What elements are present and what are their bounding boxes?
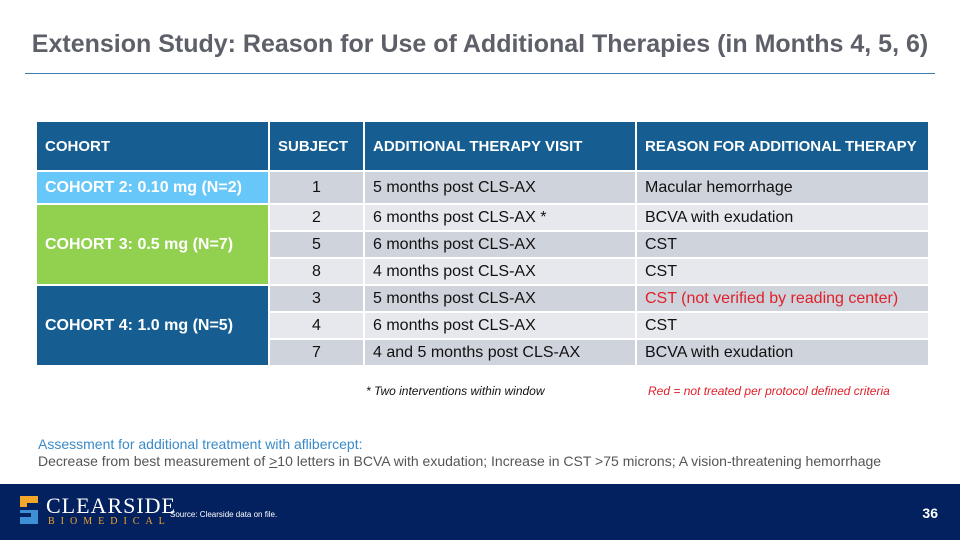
cohort-cell: COHORT 3: 0.5 mg (N=7) — [35, 203, 270, 286]
header-cohort: COHORT — [35, 120, 270, 172]
logo-sub: BIOMEDICAL — [48, 516, 171, 527]
header-subject: SUBJECT — [268, 120, 365, 172]
table-row: 5 6 months post CLS-AX CST — [36, 230, 930, 259]
reason-cell: CST — [635, 230, 930, 259]
visit-cell: 6 months post CLS-AX — [363, 311, 637, 340]
criteria-post: 10 letters in BCVA with exudation; Incre… — [277, 453, 882, 469]
assessment-text: Assessment for additional treatment with… — [38, 436, 881, 470]
logo-name: CLEARSIDE — [46, 493, 176, 518]
header-visit: ADDITIONAL THERAPY VISIT — [363, 120, 637, 172]
criteria-pre: Decrease from best measurement of — [38, 453, 270, 469]
therapy-table: COHORT SUBJECT ADDITIONAL THERAPY VISIT … — [35, 120, 930, 367]
visit-cell: 6 months post CLS-AX — [363, 230, 637, 259]
visit-cell: 4 and 5 months post CLS-AX — [363, 338, 637, 367]
cohort-cell: COHORT 4: 1.0 mg (N=5) — [35, 284, 270, 367]
visit-cell: 5 months post CLS-AX — [363, 170, 637, 205]
reason-cell: CST — [635, 257, 930, 286]
subject-cell: 4 — [268, 311, 365, 340]
footnote-red: Red = not treated per protocol defined c… — [648, 384, 890, 398]
visit-cell: 4 months post CLS-AX — [363, 257, 637, 286]
subject-cell: 7 — [268, 338, 365, 367]
visit-cell: 6 months post CLS-AX * — [363, 203, 637, 232]
reason-cell: BCVA with exudation — [635, 203, 930, 232]
header-reason: REASON FOR ADDITIONAL THERAPY — [635, 120, 930, 172]
table-row: COHORT 2: 0.10 mg (N=2) 1 5 months post … — [35, 170, 930, 205]
subject-cell: 1 — [268, 170, 365, 205]
reason-cell-flagged: CST (not verified by reading center) — [635, 284, 930, 313]
reason-cell: BCVA with exudation — [635, 338, 930, 367]
reason-cell: Macular hemorrhage — [635, 170, 930, 205]
logo-mark-icon — [20, 496, 38, 524]
footnote-star: * Two interventions within window — [366, 384, 545, 398]
criteria-ge: > — [269, 453, 278, 469]
subject-cell: 8 — [268, 257, 365, 286]
footer-bar: CLEARSIDE BIOMEDICAL Source: Clearside d… — [0, 484, 960, 540]
assessment-criteria: Decrease from best measurement of >10 le… — [38, 453, 881, 470]
slide-title: Extension Study: Reason for Use of Addit… — [31, 30, 929, 58]
subject-cell: 2 — [268, 203, 365, 232]
source-note: Source: Clearside data on file. — [170, 510, 278, 519]
reason-cell: CST — [635, 311, 930, 340]
cohort-cell: COHORT 2: 0.10 mg (N=2) — [35, 170, 270, 205]
table-row: COHORT 4: 1.0 mg (N=5) 3 5 months post C… — [35, 284, 930, 367]
title-divider — [25, 73, 935, 74]
table-row: COHORT 3: 0.5 mg (N=7) 2 6 months post C… — [35, 203, 930, 286]
page-number: 36 — [922, 505, 938, 521]
visit-cell: 5 months post CLS-AX — [363, 284, 637, 313]
subject-cell: 5 — [268, 230, 365, 259]
assessment-title: Assessment for additional treatment with… — [38, 436, 363, 452]
subject-cell: 3 — [268, 284, 365, 313]
table-header: COHORT SUBJECT ADDITIONAL THERAPY VISIT … — [35, 120, 930, 172]
